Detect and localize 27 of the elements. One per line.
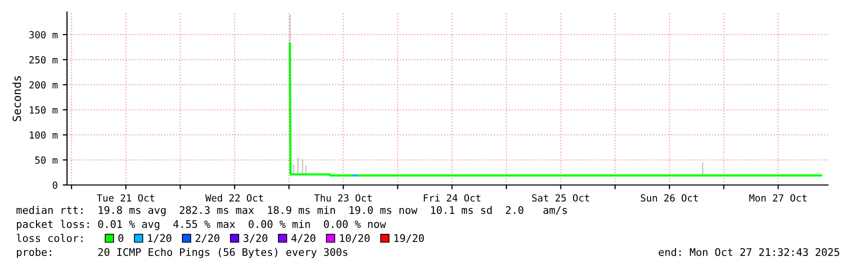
- legend-label: 1/20: [148, 234, 172, 243]
- legend-title: loss color:: [16, 234, 82, 242]
- legend-label: 4/20: [291, 234, 316, 243]
- x-tick-label: Sun 26 Oct: [640, 194, 698, 202]
- y-tick-label: 50 m: [35, 156, 58, 164]
- legend-label: 0: [118, 234, 124, 242]
- text: packet loss: 0.01 % avg 4.55 % max 0.00 % min 0.00 % now: [16, 220, 386, 230]
- y-tick-label: 0: [52, 182, 58, 189]
- text: median rtt: 19.8 ms avg 282.3 ms max 18.9 ms min 19.0 ms now 10.1 ms sd 2.0 am/s: [16, 206, 567, 216]
- y-tick-label: 100 m: [30, 131, 58, 139]
- text: probe: 20 ICMP Echo Pings (56 Bytes) every 300s: [16, 248, 348, 258]
- text: end: Mon Oct 27 21:32:43 2025: [658, 248, 840, 256]
- y-axis-title: Seconds: [12, 76, 21, 122]
- y-tick-label: 150 m: [30, 106, 58, 114]
- x-tick-label: Mon 27 Oct: [749, 194, 806, 202]
- x-tick-label: Sat 25 Oct: [532, 194, 590, 202]
- legend-label: 2/20: [196, 234, 220, 243]
- x-tick-label: Fri 24 Oct: [424, 194, 480, 202]
- x-tick-label: Tue 21 Oct: [96, 194, 154, 202]
- x-tick-label: Thu 23 Oct: [314, 194, 372, 202]
- legend-label: 19/20: [394, 234, 424, 243]
- y-tick-label: 250 m: [29, 56, 58, 64]
- y-tick-label: 300 m: [29, 31, 58, 38]
- x-tick-label: Wed 22 Oct: [205, 194, 263, 202]
- legend-label: 3/20: [244, 234, 268, 243]
- y-tick-label: 200 m: [29, 81, 58, 89]
- legend-label: 10/20: [340, 234, 370, 243]
